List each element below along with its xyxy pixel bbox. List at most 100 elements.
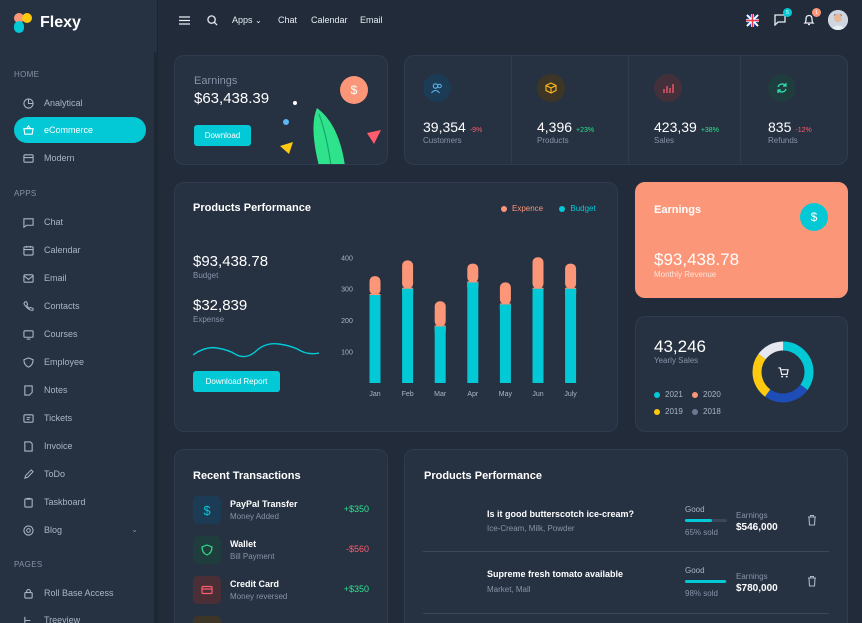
sidebar-item-tickets[interactable]: Tickets [14, 405, 146, 431]
bar-expence-apr[interactable] [467, 263, 479, 283]
products-list-card: Products Performance Is it good buttersc… [404, 449, 848, 623]
trash-icon[interactable] [807, 574, 817, 592]
sidebar-item-taskboard[interactable]: Taskboard [14, 489, 146, 515]
bar-expence-feb[interactable] [402, 260, 414, 289]
sidebar-item-label: ToDo [44, 469, 66, 479]
x-tick-label: July [564, 391, 577, 398]
bar-budget-jun[interactable] [532, 288, 544, 383]
window-icon [22, 152, 34, 164]
trash-icon[interactable] [807, 513, 817, 531]
stat-label: Customers [423, 136, 462, 145]
stat-value: 4,396 [537, 119, 573, 135]
top-link-email[interactable]: Email [360, 15, 383, 25]
blog-icon [22, 524, 34, 536]
expense-label: Expense [193, 315, 225, 324]
transaction-amount: +$350 [343, 584, 369, 594]
sidebar-item-contacts[interactable]: Contacts [14, 293, 146, 319]
bar-budget-feb[interactable] [402, 288, 414, 383]
sidebar-item-notes[interactable]: Notes [14, 377, 146, 403]
sidebar-scrollbar[interactable] [154, 52, 158, 623]
messages-badge: 5 [783, 8, 792, 17]
legend-item-2019: 2019 [654, 403, 692, 420]
product-row[interactable]: Is it good butterscotch ice-cream? Ice-C… [423, 490, 829, 552]
sidebar-item-courses[interactable]: Courses [14, 321, 146, 347]
sidebar-item-label: Blog [44, 525, 63, 535]
sidebar-item-modern[interactable]: Modern [14, 145, 146, 171]
yearly-legend: 2021 2020 2019 2018 [654, 386, 734, 420]
product-name: Is it good butterscotch ice-cream? [487, 509, 635, 519]
donut-slice-2020[interactable] [752, 341, 814, 403]
x-tick-label: May [499, 391, 513, 398]
earnings-value: $93,438.78 [654, 250, 740, 269]
y-tick-label: 400 [341, 255, 353, 262]
transaction-amount: +$350 [343, 504, 369, 514]
sidebar-item-email[interactable]: Email [14, 265, 146, 291]
transaction-item[interactable]: Credit Card Money reversed +$350 [193, 576, 369, 606]
bar-expence-mar[interactable] [434, 301, 446, 327]
bar-budget-july[interactable] [565, 288, 577, 383]
avatar[interactable] [828, 10, 848, 30]
legend-dot [654, 408, 660, 415]
nav-section-home: HOME [14, 70, 40, 79]
sidebar-item-analytical[interactable]: Analytical [14, 90, 146, 116]
product-tags: Ice-Cream, Milk, Powder [487, 524, 575, 533]
sidebar-item-ecommerce[interactable]: eCommerce [14, 117, 146, 143]
product-row[interactable]: Supreme fresh tomato available Market, M… [423, 552, 829, 614]
progress-fill [685, 580, 727, 583]
edit-icon [22, 468, 34, 480]
sidebar-item-label: Tickets [44, 413, 73, 423]
bar-budget-mar[interactable] [434, 326, 446, 383]
sidebar-item-todo[interactable]: ToDo [14, 461, 146, 487]
top-link-chat[interactable]: Chat [278, 15, 298, 25]
top-link-apps[interactable]: Apps ⌄ [232, 15, 262, 25]
note-icon [22, 384, 34, 396]
logo[interactable]: Flexy [14, 13, 81, 33]
bar-joint [532, 288, 544, 295]
chevron-down-icon[interactable]: ⌄ [131, 525, 138, 534]
sidebar-item-invoice[interactable]: Invoice [14, 433, 146, 459]
bar-joint [565, 288, 577, 295]
box-icon [537, 74, 565, 102]
sidebar: Flexy HOME Analytical eCommerce Modern A… [0, 0, 158, 623]
bar-budget-jan[interactable] [369, 295, 381, 383]
sidebar-item-calendar[interactable]: Calendar [14, 237, 146, 263]
download-report-button[interactable]: Download Report [193, 371, 280, 392]
search-icon[interactable] [204, 12, 220, 28]
earnings-label: Earnings [736, 511, 768, 520]
donut-slice-2021[interactable] [752, 341, 814, 403]
top-link-calendar[interactable]: Calendar [311, 15, 348, 25]
sidebar-item-employee[interactable]: Employee [14, 349, 146, 375]
legend-label: 2018 [703, 407, 721, 416]
transaction-amount: -$560 [345, 544, 369, 554]
bell-icon[interactable]: 1 [801, 8, 821, 28]
bar-expence-may[interactable] [499, 282, 511, 305]
menu-icon[interactable] [176, 12, 192, 28]
nav-section-apps: APPS [14, 189, 37, 198]
sidebar-item-blog[interactable]: Blog ⌄ [14, 517, 146, 543]
bar-expence-july[interactable] [565, 263, 577, 289]
product-sold: 98% sold [685, 589, 718, 598]
earnings-label: Earnings [194, 75, 238, 87]
bar-expence-jan[interactable] [369, 276, 381, 295]
donut-slice-2019[interactable] [752, 341, 814, 403]
download-button[interactable]: Download [194, 125, 251, 146]
transaction-item[interactable]: $ PayPal Transfer Money Added +$350 [193, 496, 369, 526]
stat-change: +38% [700, 127, 719, 134]
uk-flag-icon[interactable] [744, 12, 760, 28]
bar-budget-apr[interactable] [467, 282, 479, 383]
donut-slice-2018[interactable] [752, 341, 814, 403]
expense-wave-sparkline [193, 342, 319, 358]
sidebar-item-chat[interactable]: Chat [14, 209, 146, 235]
sidebar-item-treeview[interactable]: Treeview [14, 607, 146, 623]
sidebar-item-roll-base-access[interactable]: Roll Base Access [14, 580, 146, 606]
stat-customers: 39,354 -9% Customers [405, 56, 511, 164]
product-tags: Market, Mall [487, 585, 531, 594]
transaction-item[interactable]: Wallet Bill Payment -$560 [193, 536, 369, 566]
bar-budget-may[interactable] [499, 304, 511, 383]
tree-icon [22, 614, 34, 623]
lock-icon [22, 587, 34, 599]
message-icon[interactable]: 5 [772, 8, 792, 28]
legend-dot [692, 391, 698, 398]
cart-icon [775, 364, 791, 380]
bar-expence-jun[interactable] [532, 257, 544, 289]
